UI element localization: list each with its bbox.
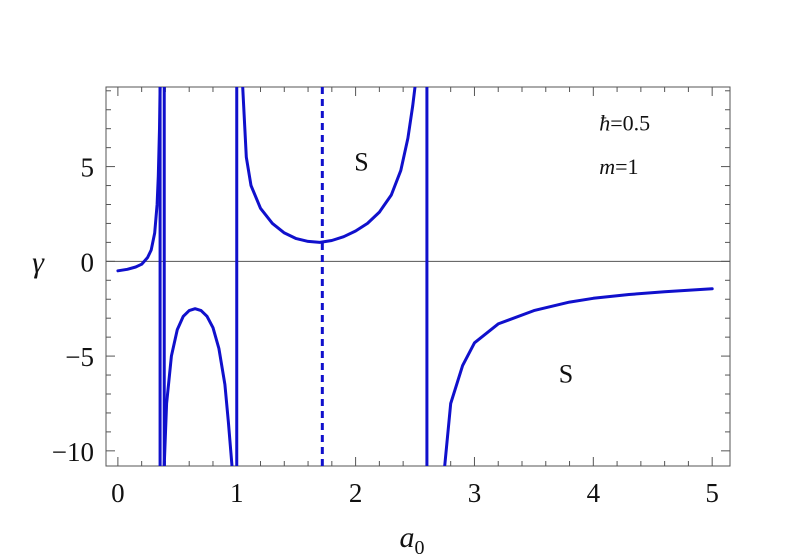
curve-branch-3 — [241, 87, 417, 244]
x-tick-label: 3 — [468, 478, 482, 508]
curve-branch-4 — [443, 287, 714, 466]
x-axis-label-subscript: 0 — [415, 537, 425, 554]
y-axis-label: γ — [32, 246, 45, 279]
parameter-name: ħ — [599, 111, 610, 136]
x-tick-label: 5 — [705, 478, 719, 508]
y-tick-label: −10 — [52, 437, 94, 467]
x-tick-label: 0 — [111, 478, 125, 508]
x-tick-label: 4 — [587, 478, 601, 508]
curve-branch-1 — [116, 87, 162, 273]
y-tick-label: 5 — [81, 153, 95, 183]
parameter-value: =0.5 — [610, 111, 650, 136]
plot-area: 0 1 2 3 4 5 −10 −5 0 5 ħ=0.5 m=1 S S — [52, 86, 731, 508]
x-axis-label: a0 — [400, 521, 425, 554]
x-tick-label: 2 — [349, 478, 363, 508]
y-tick-label: −5 — [65, 342, 94, 372]
parameter-annotation: ħ=0.5 — [599, 111, 650, 136]
region-label: S — [354, 147, 368, 176]
y-tick-label: 0 — [81, 247, 95, 277]
region-label: S — [559, 360, 573, 389]
parameter-value: =1 — [615, 154, 638, 179]
parameter-annotation: m=1 — [599, 154, 638, 179]
x-axis-label-main: a — [400, 521, 415, 554]
curve-branch-2 — [162, 307, 234, 466]
plot-frame — [105, 86, 731, 467]
parameter-name: m — [599, 154, 615, 179]
x-tick-label: 1 — [230, 478, 244, 508]
